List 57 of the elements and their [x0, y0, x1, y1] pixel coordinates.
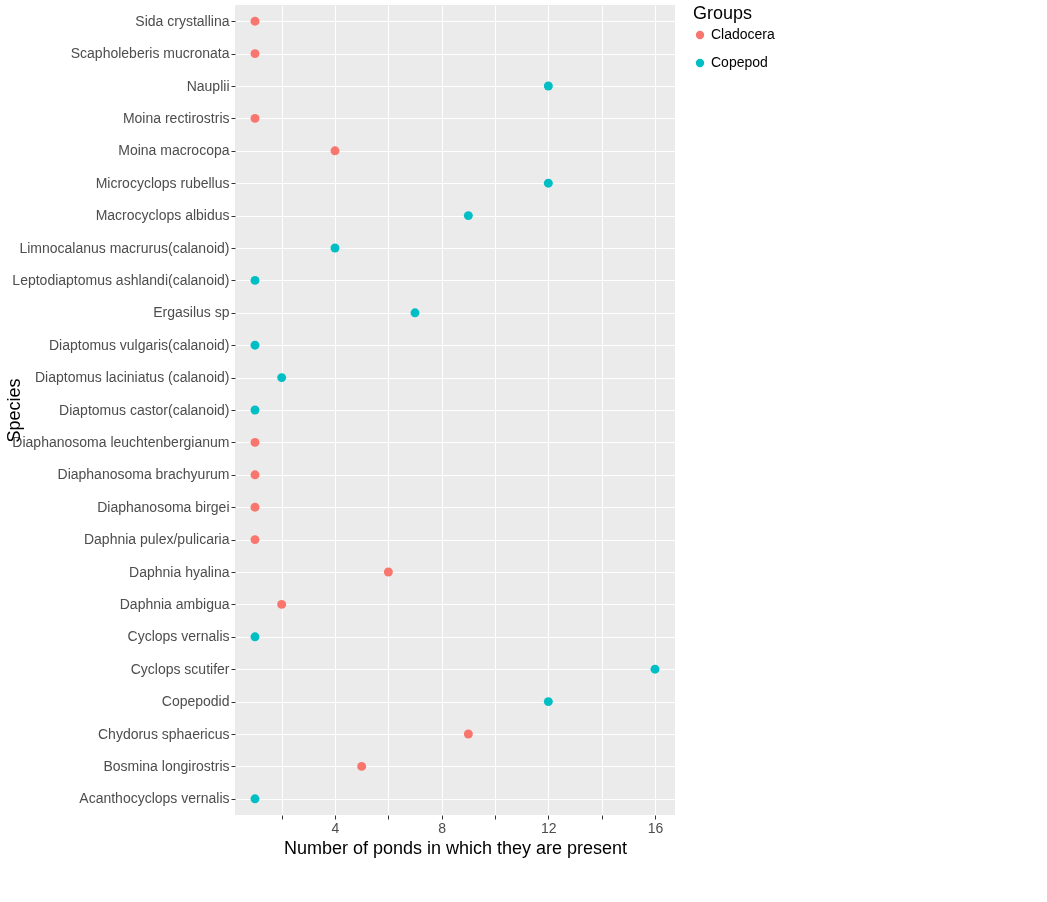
point — [250, 470, 260, 480]
y-tick-label: Sida crystallina — [135, 12, 230, 29]
point — [383, 567, 393, 577]
point — [277, 373, 287, 383]
y-tick-label: Diaptomus laciniatus (calanoid) — [34, 369, 230, 386]
x-tick-label: 16 — [647, 819, 664, 836]
point — [330, 243, 340, 253]
y-tick-label: Diaptomus vulgaris(calanoid) — [48, 336, 230, 353]
point — [250, 16, 260, 26]
point — [543, 697, 553, 707]
point — [250, 405, 260, 415]
y-tick-label: Bosmina longirostris — [103, 757, 230, 774]
y-tick-label: Leptodiaptomus ashlandi(calanoid) — [12, 271, 230, 288]
x-tick-label: 4 — [331, 819, 340, 836]
point — [250, 437, 260, 447]
y-tick-label: Cyclops scutifer — [130, 660, 230, 677]
point — [250, 794, 260, 804]
x-axis-title: Number of ponds in which they are present — [283, 837, 628, 858]
y-tick-label: Diaphanosoma birgei — [97, 498, 230, 515]
y-tick-label: Diaphanosoma brachyurum — [57, 466, 230, 483]
point — [250, 49, 260, 59]
y-tick-label: Cyclops vernalis — [127, 628, 230, 645]
y-tick-label: Daphnia ambigua — [119, 595, 230, 612]
point — [543, 178, 553, 188]
y-tick-label: Daphnia pulex/pulicaria — [83, 531, 230, 548]
point — [250, 502, 260, 512]
point — [463, 211, 473, 221]
y-tick-label: Moina macrocopa — [118, 142, 230, 159]
y-tick-label: Moina rectirostris — [122, 109, 230, 126]
legend-label: Copepod — [711, 54, 768, 70]
point — [357, 761, 367, 771]
y-tick-label: Microcyclops rubellus — [95, 174, 230, 191]
point — [250, 340, 260, 350]
y-tick-label: Diaptomus castor(calanoid) — [59, 401, 230, 418]
point — [250, 535, 260, 545]
point — [250, 632, 260, 642]
point — [543, 81, 553, 91]
legend-title: Groups — [693, 3, 753, 23]
point — [250, 113, 260, 123]
y-tick-label: Macrocyclops albidus — [95, 207, 230, 224]
y-tick-label: Acanthocyclops vernalis — [79, 790, 230, 807]
point — [463, 729, 473, 739]
point — [277, 599, 287, 609]
y-tick-label: Nauplii — [186, 77, 230, 94]
y-tick-label: Ergasilus sp — [153, 304, 230, 321]
point — [410, 308, 420, 318]
y-tick-label: Copepodid — [161, 693, 230, 710]
point — [250, 275, 260, 285]
y-tick-label: Limnocalanus macrurus(calanoid) — [19, 239, 230, 256]
x-tick-label: 8 — [438, 819, 447, 836]
x-tick-label: 12 — [541, 819, 557, 836]
y-tick-label: Chydorus sphaericus — [97, 725, 230, 742]
point — [330, 146, 340, 156]
point — [650, 664, 660, 674]
legend-label: Cladocera — [711, 26, 776, 42]
y-tick-label: Scapholeberis mucronata — [70, 45, 230, 62]
y-tick-label: Daphnia hyalina — [129, 563, 230, 580]
